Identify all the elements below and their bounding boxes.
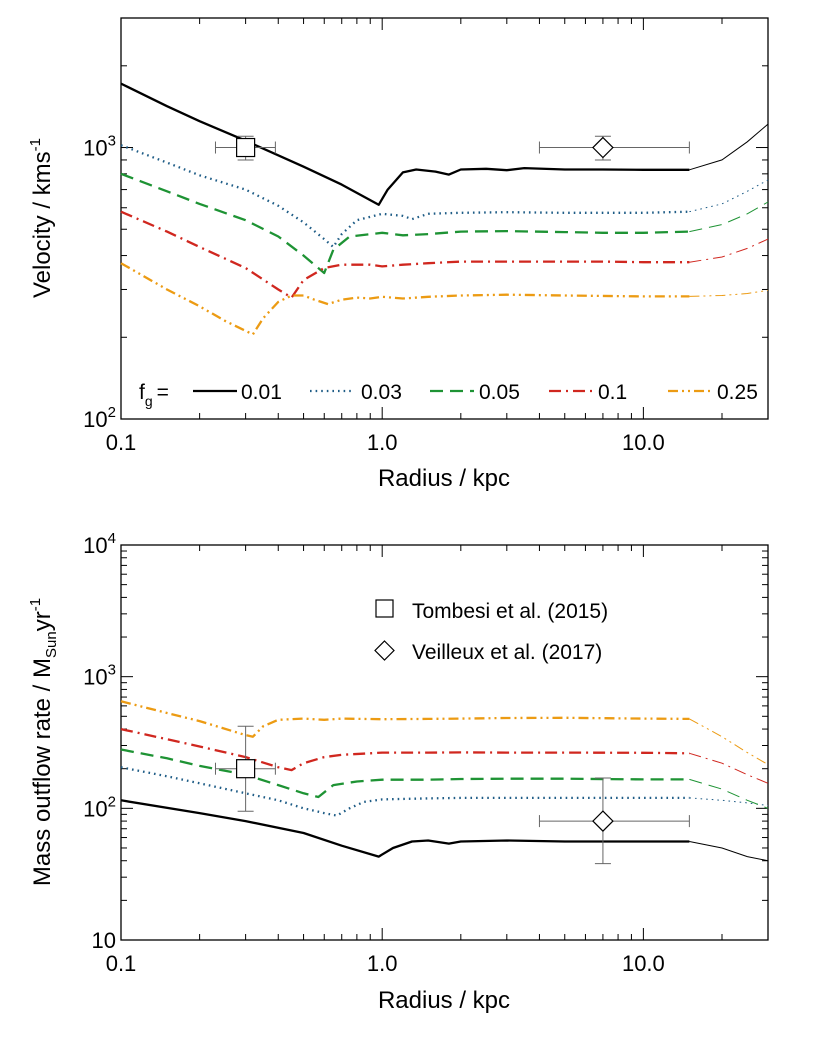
mass-outflow-panel: 0.1 1.0 10.0 10 102 103 104 Radius / kpc Mass… <box>27 530 769 1014</box>
observation-diamond <box>538 777 690 865</box>
x-tick-label: 10.0 <box>622 951 665 976</box>
x-tick-label: 0.1 <box>106 430 137 455</box>
x-tick-label: 1.0 <box>367 430 398 455</box>
legend-label-veilleux: Veilleux et al. (2017) <box>412 641 602 664</box>
series-line-0.25 <box>120 262 690 336</box>
diamond-marker <box>592 136 614 159</box>
y-tick-label: 103 <box>83 133 116 161</box>
legend-label-0.25: 0.25 <box>717 381 758 404</box>
velocity-y-axis-label: Velocity / kms-1 <box>27 138 56 298</box>
legend-label-0.05: 0.05 <box>479 381 520 404</box>
velocity-x-axis-label: Radius / kpc <box>378 465 510 492</box>
observation-square <box>214 725 276 812</box>
velocity-observations <box>214 135 690 161</box>
y-tick-label: 104 <box>83 530 116 558</box>
series-line-0.01 <box>120 799 690 858</box>
y-tick-label: 103 <box>83 662 116 690</box>
mass-outflow-x-axis-label: Radius / kpc <box>378 987 510 1014</box>
velocity-axis-ticks <box>120 17 769 420</box>
y-tick-label: 102 <box>83 793 116 821</box>
velocity-series <box>120 82 769 336</box>
velocity-panel: 0.1 1.0 10.0 102 103 Radius / kpc Velocity … <box>27 17 769 492</box>
legend-prefix: fg = <box>139 381 169 409</box>
mass-outflow-y-tick-labels: 10 102 103 104 <box>83 530 116 953</box>
square-marker <box>236 137 256 158</box>
mass-outflow-plot-frame <box>120 544 769 941</box>
legend-label-0.1: 0.1 <box>598 381 627 404</box>
x-tick-label: 1.0 <box>367 951 398 976</box>
series-line-0.05 <box>120 172 690 275</box>
series-extension-0.25 <box>689 289 769 297</box>
series-extension-0.1 <box>689 752 769 784</box>
series-line-0.03 <box>120 766 690 817</box>
series-line-0.03 <box>120 144 690 249</box>
y-tick-label: 10 <box>92 928 116 953</box>
series-extension-0.05 <box>689 201 769 233</box>
legend-entries: 0.01 0.03 0.05 0.1 0.25 <box>193 381 758 404</box>
legend-label-tombesi: Tombesi et al. (2015) <box>412 600 608 623</box>
series-extension-0.03 <box>689 179 769 213</box>
mass-outflow-series <box>120 700 769 862</box>
mass-outflow-x-tick-labels: 0.1 1.0 10.0 <box>106 951 665 976</box>
velocity-plot-frame <box>120 17 769 420</box>
legend-label-0.01: 0.01 <box>241 381 282 404</box>
x-tick-label: 10.0 <box>622 430 665 455</box>
series-extension-0.25 <box>689 718 769 766</box>
mass-outflow-axis-ticks <box>120 544 769 941</box>
observation-square <box>214 135 276 161</box>
series-extension-0.05 <box>689 778 769 809</box>
x-tick-label: 0.1 <box>106 951 137 976</box>
legend-label-0.03: 0.03 <box>361 381 402 404</box>
velocity-y-tick-labels: 102 103 <box>83 133 116 432</box>
series-extension-0.03 <box>689 797 769 806</box>
series-line-0.25 <box>120 700 690 738</box>
series-extension-0.01 <box>689 123 769 171</box>
square-marker <box>236 759 256 779</box>
mass-outflow-observations <box>214 725 690 865</box>
y-tick-label: 102 <box>83 404 116 432</box>
legend-diamond-marker <box>374 640 395 661</box>
diamond-marker <box>592 810 614 832</box>
series-extension-0.01 <box>689 841 769 862</box>
series-line-0.1 <box>120 210 690 299</box>
observation-diamond <box>538 135 690 161</box>
velocity-legend: fg = 0.01 0.03 0.05 0.1 0.25 <box>139 381 758 409</box>
series-line-0.1 <box>120 727 690 772</box>
series-extension-0.1 <box>689 238 769 263</box>
observation-legend: Tombesi et al. (2015) Veilleux et al. (2… <box>374 599 608 664</box>
mass-outflow-y-axis-label: Mass outflow rate / MSunyr-1 <box>27 598 60 886</box>
legend-square-marker <box>375 599 394 618</box>
velocity-x-tick-labels: 0.1 1.0 10.0 <box>106 430 665 455</box>
series-line-0.05 <box>120 748 690 799</box>
series-line-0.01 <box>120 82 690 206</box>
